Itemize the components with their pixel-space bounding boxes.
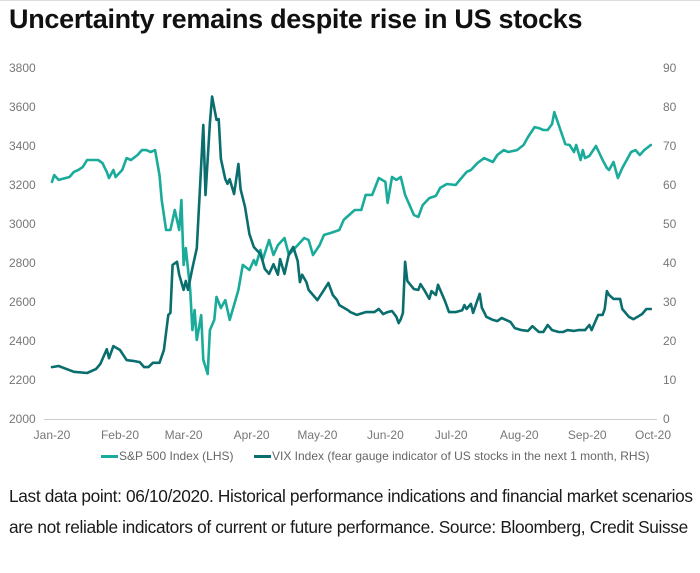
right-y-tick-label: 30 — [663, 295, 677, 309]
left-y-axis: 2000 2200 2400 2600 2800 3000 3200 3400 3600 3800 — [9, 61, 36, 426]
footnote: Last data point: 06/10/2020. Historical … — [9, 486, 693, 537]
left-y-tick-label: 2800 — [9, 256, 36, 270]
right-y-tick-label: 20 — [663, 334, 677, 348]
left-y-tick-label: 3600 — [9, 100, 36, 114]
legend-label-vix: VIX Index (fear gauge indicator of US st… — [272, 449, 650, 463]
x-tick-label: Apr-20 — [234, 428, 270, 442]
left-y-tick-label: 2400 — [9, 334, 36, 348]
left-y-tick-label: 2000 — [9, 412, 36, 426]
right-y-tick-label: 0 — [663, 412, 670, 426]
x-tick-label: Jun-20 — [367, 428, 404, 442]
line-chart: 2000 2200 2400 2600 2800 3000 3200 3400 3600 3800… — [9, 61, 677, 442]
left-y-tick-label: 2200 — [9, 373, 36, 387]
left-y-tick-label: 2600 — [9, 295, 36, 309]
right-y-axis: 0 10 20 30 40 50 60 70 80 90 — [663, 61, 677, 426]
left-y-tick-label: 3400 — [9, 139, 36, 153]
vix-series-line — [50, 95, 653, 375]
left-y-tick-label: 3800 — [9, 61, 36, 75]
x-tick-label: Jan-20 — [34, 428, 71, 442]
sp500-series-line — [50, 110, 653, 376]
right-y-tick-label: 40 — [663, 256, 677, 270]
legend-swatch-sp500 — [101, 454, 118, 458]
x-tick-label: Jul-20 — [435, 428, 468, 442]
legend-item-sp500: S&P 500 Index (LHS) — [101, 449, 234, 463]
x-tick-label: Aug-20 — [500, 428, 539, 442]
series-layer — [50, 95, 653, 376]
legend-swatch-vix — [254, 454, 271, 458]
top-divider — [0, 0, 700, 1]
chart-title: Uncertainty remains despite rise in US s… — [9, 4, 583, 34]
right-y-tick-label: 60 — [663, 178, 677, 192]
legend-label-sp500: S&P 500 Index (LHS) — [119, 449, 234, 463]
x-tick-label: May-20 — [297, 428, 337, 442]
right-y-tick-label: 80 — [663, 100, 677, 114]
x-tick-label: Feb-20 — [101, 428, 139, 442]
right-y-tick-label: 70 — [663, 139, 677, 153]
right-y-tick-label: 50 — [663, 217, 677, 231]
x-tick-label: Oct-20 — [635, 428, 671, 442]
x-tick-label: Mar-20 — [165, 428, 203, 442]
x-axis: Jan-20 Feb-20 Mar-20 Apr-20 May-20 Jun-20 Jul-… — [34, 428, 672, 442]
left-y-tick-label: 3000 — [9, 217, 36, 231]
left-y-tick-label: 3200 — [9, 178, 36, 192]
right-y-tick-label: 90 — [663, 61, 677, 75]
legend-item-vix: VIX Index (fear gauge indicator of US st… — [254, 449, 650, 463]
right-y-tick-label: 10 — [663, 373, 677, 387]
x-tick-label: Sep-20 — [568, 428, 607, 442]
